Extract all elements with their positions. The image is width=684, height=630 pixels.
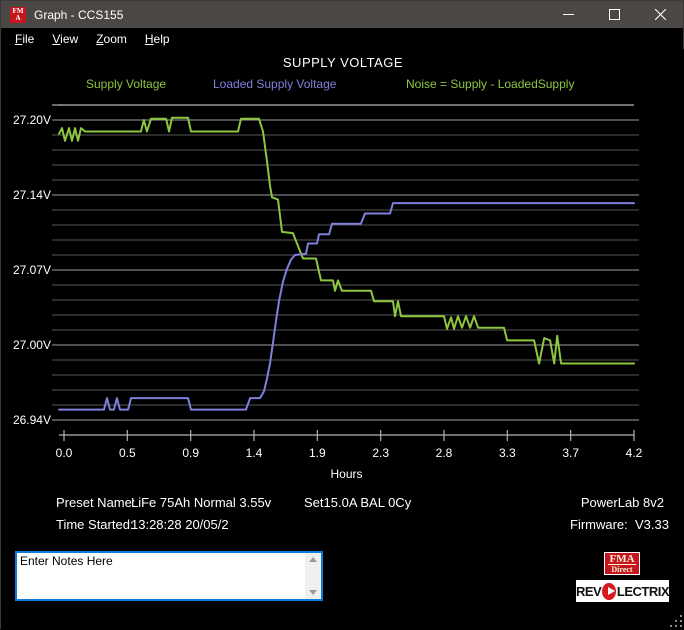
fma-logo-subtext: Direct <box>611 564 633 574</box>
fma-logo-text: FMA <box>608 552 636 565</box>
client-area: SUPPLY VOLTAGE Supply Voltage Loaded Supp… <box>1 49 684 630</box>
firmware-version: V3.33 <box>635 517 669 532</box>
set-info: Set15.0A BAL 0Cy <box>304 495 412 510</box>
app-icon-text2: A <box>15 13 21 22</box>
revo-text-left: REV <box>576 583 602 599</box>
app-icon-text: FM <box>12 6 24 15</box>
menu-item-help[interactable]: Help <box>144 31 170 46</box>
x-axis-label: 1.9 <box>308 446 326 460</box>
series-line-loaded-supply-voltage <box>58 202 635 411</box>
x-axis-label: 3.7 <box>562 446 579 460</box>
firmware-value: Firmware: V3.33 <box>570 517 669 532</box>
firmware-label: Firmware: <box>570 517 628 532</box>
y-axis-label: 27.20V <box>12 112 51 127</box>
x-axis-label: 2.8 <box>435 446 453 460</box>
maximize-button[interactable] <box>591 1 637 28</box>
revo-circle-icon <box>602 582 616 600</box>
x-axis-label: 3.3 <box>498 446 516 460</box>
window-title: Graph - CCS155 <box>34 7 124 22</box>
x-axis-label: 0.5 <box>118 446 136 460</box>
revo-text-right: LECTRIX <box>616 583 670 599</box>
scroll-up-icon[interactable] <box>309 557 317 562</box>
y-axis-label: 27.14V <box>12 187 51 202</box>
x-axis-label: 0.9 <box>182 446 199 460</box>
x-axis-label: 4.2 <box>625 446 643 460</box>
x-axis-label: 2.3 <box>372 446 389 460</box>
minimize-icon <box>562 14 574 15</box>
fma-direct-logo: FMA Direct <box>602 550 642 577</box>
menu-item-zoom[interactable]: Zoom <box>96 31 127 46</box>
preset-name-label: Preset Name: <box>56 495 136 510</box>
scroll-down-icon[interactable] <box>309 590 317 595</box>
legend-item: Supply Voltage <box>86 77 167 91</box>
maximize-icon <box>608 9 620 20</box>
app-icon[interactable]: FM A <box>10 6 26 23</box>
y-axis-label: 26.94V <box>12 412 51 427</box>
revolectrix-logo: REV LECTRIX <box>576 580 670 602</box>
close-icon <box>654 9 666 20</box>
title-bar: FM A Graph - CCS155 <box>1 1 683 28</box>
y-axis-label: 27.00V <box>12 337 51 352</box>
notes-box: Enter Notes Here <box>15 551 323 601</box>
time-started-value: 13:28:28 20/05/2 <box>131 517 229 532</box>
device-name: PowerLab 8v2 <box>580 495 664 510</box>
notes-input[interactable]: Enter Notes Here <box>17 553 305 599</box>
close-button[interactable] <box>637 1 683 28</box>
x-axis-title: Hours <box>330 467 363 481</box>
y-axis-label: 27.07V <box>12 262 51 277</box>
menu-bar: File View Zoom Help <box>1 28 683 49</box>
menu-item-view[interactable]: View <box>52 31 79 46</box>
resize-grip[interactable] <box>670 615 682 627</box>
chart-title: SUPPLY VOLTAGE <box>282 55 404 70</box>
fma-direct-logo-inner: FMA Direct <box>604 552 640 575</box>
time-started-label: Time Started: <box>56 517 134 532</box>
legend-item: Noise = Supply - LoadedSupply <box>406 77 575 91</box>
x-axis-label: 1.4 <box>245 446 263 460</box>
preset-name-value: LiFe 75Ah Normal 3.55v <box>131 495 272 510</box>
plot-area <box>52 104 639 441</box>
minimize-button[interactable] <box>545 1 591 28</box>
revo-arrow-icon <box>607 587 615 595</box>
x-axis-label: 0.0 <box>55 446 73 460</box>
menu-item-file[interactable]: File <box>15 31 35 46</box>
notes-scrollbar[interactable] <box>305 553 321 599</box>
chart-legend: Supply Voltage Loaded Supply Voltage Noise… <box>1 77 684 93</box>
legend-item: Loaded Supply Voltage <box>213 77 337 91</box>
series-line-supply-voltage <box>58 116 635 365</box>
